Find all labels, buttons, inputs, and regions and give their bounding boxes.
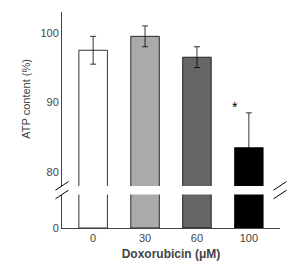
svg-text:ATP content (%): ATP content (%)	[20, 59, 32, 139]
svg-text:90: 90	[47, 96, 59, 108]
svg-text:80: 80	[47, 166, 59, 178]
svg-text:60: 60	[191, 232, 203, 244]
svg-text:Doxorubicin (μM): Doxorubicin (μM)	[122, 247, 221, 261]
svg-text:0: 0	[53, 222, 59, 234]
svg-text:30: 30	[139, 232, 151, 244]
svg-text:100: 100	[240, 232, 258, 244]
svg-text:0: 0	[90, 232, 96, 244]
svg-text:100: 100	[40, 27, 58, 39]
svg-text:*: *	[232, 99, 238, 115]
